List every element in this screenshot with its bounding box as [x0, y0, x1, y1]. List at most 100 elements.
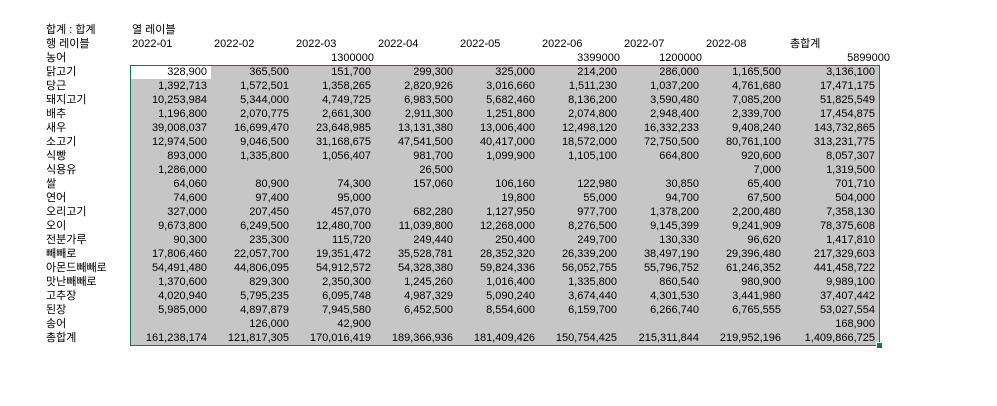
- cell-value[interactable]: 1,251,800: [486, 108, 535, 120]
- cell-value[interactable]: 12,974,500: [151, 136, 207, 148]
- cell-value[interactable]: 2,820,926: [404, 80, 453, 92]
- cell-value[interactable]: 328,900: [167, 66, 207, 78]
- cell-value[interactable]: 47,541,500: [397, 136, 453, 148]
- cell-value[interactable]: 2,911,300: [404, 108, 453, 120]
- cell-value[interactable]: 9,673,800: [158, 220, 207, 232]
- cell-value[interactable]: 65,400: [747, 178, 781, 190]
- cell-value[interactable]: 893,000: [167, 150, 207, 162]
- cell-value[interactable]: 115,720: [332, 234, 371, 246]
- cell-value[interactable]: 1,127,950: [486, 206, 535, 218]
- cell-value[interactable]: 29,396,480: [725, 248, 781, 260]
- cell-value[interactable]: 8,136,200: [568, 94, 617, 106]
- cell-value[interactable]: 10,253,984: [151, 94, 207, 106]
- cell-value[interactable]: 9,046,500: [240, 136, 289, 148]
- cell-value[interactable]: 1,335,800: [240, 150, 289, 162]
- cell-value[interactable]: 61,246,352: [725, 262, 781, 274]
- cell-value[interactable]: 11,039,800: [398, 220, 453, 232]
- cell-value[interactable]: 106,160: [495, 178, 535, 190]
- cell-value[interactable]: 55,796,752: [643, 262, 699, 274]
- fill-handle[interactable]: [876, 342, 883, 349]
- cell-value[interactable]: 1,358,265: [322, 80, 371, 92]
- cell-value[interactable]: 1,286,000: [158, 164, 207, 176]
- cell-value[interactable]: 9,408,240: [732, 122, 781, 134]
- cell-value[interactable]: 6,983,500: [404, 94, 453, 106]
- cell-value[interactable]: 1,099,900: [486, 150, 535, 162]
- cell-value[interactable]: 74,300: [337, 178, 371, 190]
- cell-value[interactable]: 664,800: [659, 150, 699, 162]
- cell-value[interactable]: 214,200: [577, 66, 617, 78]
- cell-value[interactable]: 860,540: [659, 276, 699, 288]
- cell-value[interactable]: 219,952,196: [719, 332, 781, 344]
- cell-value[interactable]: 12,268,000: [479, 220, 535, 232]
- cell-value[interactable]: 55,000: [583, 192, 617, 204]
- cell-value[interactable]: 920,600: [741, 150, 781, 162]
- cell-value[interactable]: 22,057,700: [233, 248, 289, 260]
- cell-value[interactable]: 74,600: [173, 192, 207, 204]
- cell-value[interactable]: 5899000: [847, 52, 890, 64]
- cell-value[interactable]: 2,339,700: [732, 108, 781, 120]
- cell-value[interactable]: 80,900: [255, 178, 289, 190]
- cell-value[interactable]: 1,245,260: [404, 276, 453, 288]
- cell-value[interactable]: 2,070,775: [240, 108, 289, 120]
- cell-value[interactable]: 1,572,501: [240, 80, 289, 92]
- cell-value[interactable]: 701,710: [835, 178, 875, 190]
- cell-value[interactable]: 7,945,580: [322, 304, 371, 316]
- cell-value[interactable]: 250,400: [495, 234, 535, 246]
- cell-value[interactable]: 23,648,985: [315, 122, 371, 134]
- cell-value[interactable]: 3,016,660: [486, 80, 535, 92]
- cell-value[interactable]: 9,145,399: [650, 220, 699, 232]
- cell-value[interactable]: 12,498,120: [561, 122, 617, 134]
- cell-value[interactable]: 151,700: [331, 66, 371, 78]
- cell-value[interactable]: 4,749,725: [322, 94, 371, 106]
- active-cell[interactable]: [131, 66, 211, 79]
- cell-value[interactable]: 215,311,844: [638, 332, 699, 344]
- cell-value[interactable]: 1200000: [659, 52, 702, 64]
- cell-value[interactable]: 18,572,000: [561, 136, 617, 148]
- cell-value[interactable]: 35,528,781: [397, 248, 453, 260]
- cell-value[interactable]: 1,319,500: [826, 164, 875, 176]
- cell-value[interactable]: 40,417,000: [479, 136, 535, 148]
- cell-value[interactable]: 207,450: [249, 206, 289, 218]
- cell-value[interactable]: 325,000: [495, 66, 535, 78]
- cell-value[interactable]: 5,795,235: [240, 290, 289, 302]
- cell-value[interactable]: 1300000: [331, 52, 374, 64]
- cell-value[interactable]: 441,458,722: [813, 262, 875, 274]
- cell-value[interactable]: 2,661,300: [322, 108, 371, 120]
- cell-value[interactable]: 96,620: [747, 234, 781, 246]
- cell-value[interactable]: 39,008,037: [151, 122, 207, 134]
- cell-value[interactable]: 17,806,460: [151, 248, 207, 260]
- cell-value[interactable]: 1,037,200: [650, 80, 699, 92]
- cell-value[interactable]: 504,000: [835, 192, 875, 204]
- cell-value[interactable]: 829,300: [249, 276, 289, 288]
- cell-value[interactable]: 26,500: [419, 164, 453, 176]
- cell-value[interactable]: 54,328,380: [397, 262, 453, 274]
- cell-value[interactable]: 72,750,500: [643, 136, 699, 148]
- cell-value[interactable]: 44,806,095: [233, 262, 289, 274]
- cell-value[interactable]: 94,700: [665, 192, 699, 204]
- cell-value[interactable]: 3399000: [577, 52, 620, 64]
- cell-value[interactable]: 3,441,980: [732, 290, 781, 302]
- cell-value[interactable]: 4,897,879: [240, 304, 289, 316]
- cell-value[interactable]: 37,407,442: [819, 290, 875, 302]
- cell-value[interactable]: 2,350,300: [322, 276, 371, 288]
- cell-value[interactable]: 54,912,572: [315, 262, 371, 274]
- cell-value[interactable]: 8,057,307: [826, 150, 875, 162]
- cell-value[interactable]: 1,417,810: [826, 234, 875, 246]
- cell-value[interactable]: 95,000: [337, 192, 371, 204]
- cell-value[interactable]: 6,095,748: [322, 290, 371, 302]
- cell-value[interactable]: 5,985,000: [158, 304, 207, 316]
- cell-value[interactable]: 3,136,100: [826, 66, 875, 78]
- cell-value[interactable]: 78,375,608: [819, 220, 875, 232]
- cell-value[interactable]: 12,480,700: [315, 220, 371, 232]
- cell-value[interactable]: 168,900: [835, 318, 875, 330]
- cell-value[interactable]: 53,027,554: [819, 304, 875, 316]
- cell-value[interactable]: 28,352,320: [479, 248, 535, 260]
- cell-value[interactable]: 1,196,800: [158, 108, 207, 120]
- cell-value[interactable]: 38,497,190: [643, 248, 699, 260]
- cell-value[interactable]: 157,060: [413, 178, 453, 190]
- cell-value[interactable]: 6,452,500: [404, 304, 453, 316]
- cell-value[interactable]: 286,000: [659, 66, 699, 78]
- cell-value[interactable]: 16,699,470: [233, 122, 289, 134]
- cell-value[interactable]: 4,987,329: [404, 290, 453, 302]
- cell-value[interactable]: 9,241,909: [732, 220, 781, 232]
